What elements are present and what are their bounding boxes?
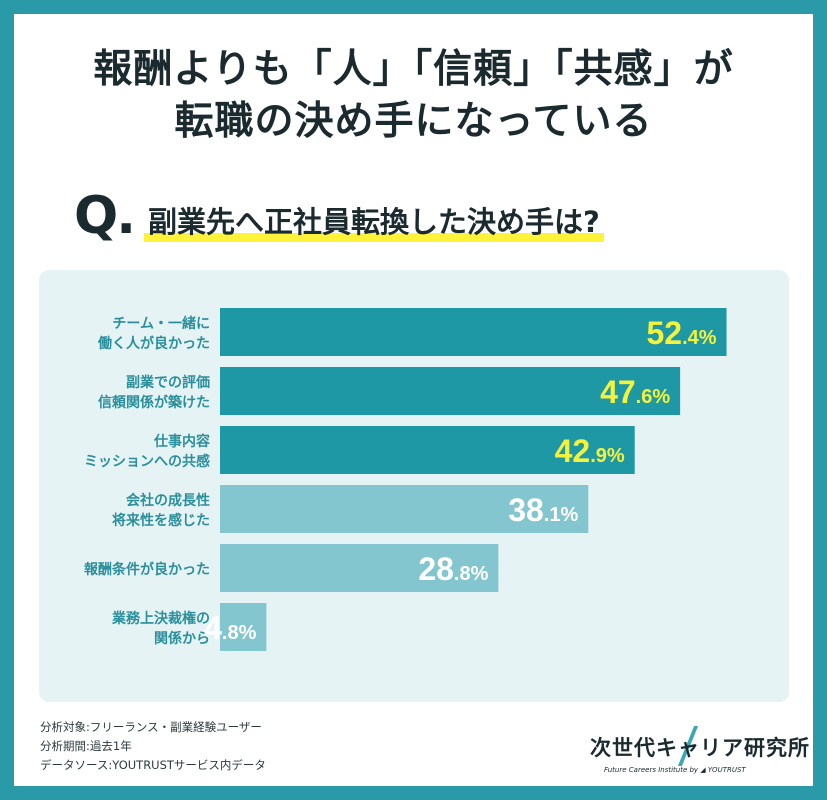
question: Q. 副業先へ正社員転換した決め手は? [74, 182, 604, 242]
category-label-1-1: 信頼関係が築けた [98, 394, 210, 411]
headline: 報酬よりも「人」「信頼」「共感」が 転職の決め手になっている [14, 44, 813, 148]
headline-line-1: 報酬よりも「人」「信頼」「共感」が [93, 47, 734, 92]
footnote-period: 分析期間:過去1年 [40, 739, 132, 753]
value-label-5: 4.8% [204, 610, 256, 646]
value-label-0: 52.4% [646, 315, 716, 351]
footnote-source: データソース:YOUTRUSTサービス内データ [40, 758, 266, 772]
category-label-0-0: チーム・一緒に [112, 315, 210, 332]
category-label-0-1: 働く人が良かった [97, 335, 210, 352]
bar-3 [220, 485, 589, 533]
bar-5 [220, 603, 267, 651]
value-label-3: 38.1% [508, 492, 578, 528]
category-label-3-0: 会社の成長性 [126, 492, 210, 509]
headline-line-2: 転職の決め手になっている [174, 99, 653, 144]
brand-name: 次世代キャリア研究所 [590, 736, 810, 760]
category-label-5-0: 業務上決裁権の [111, 610, 210, 627]
bar-2 [220, 426, 635, 474]
category-label-5-1: 関係から [154, 630, 210, 647]
value-label-1: 47.6% [600, 374, 670, 410]
category-label-2-1: ミッションへの共感 [84, 453, 210, 470]
question-mark: Q. [74, 186, 136, 246]
chart-panel: チーム・一緒に働く人が良かった 52.4% 副業での評価信頼関係が築けた 47.6% 仕… [39, 270, 789, 702]
infographic-card: 報酬よりも「人」「信頼」「共感」が 転職の決め手になっている Q. 副業先へ正社… [14, 14, 813, 786]
brand-subtitle: Future Careers Institute by ◢ YOUTRUST [604, 766, 746, 774]
footnotes: 分析対象:フリーランス・副業経験ユーザー 分析期間:過去1年 データソース:YO… [40, 718, 266, 775]
category-label-3-1: 将来性を感じた [112, 512, 210, 529]
bar-4 [220, 544, 499, 592]
value-label-2: 42.9% [555, 433, 625, 469]
footnote-target: 分析対象:フリーランス・副業経験ユーザー [40, 720, 262, 734]
brand-logo: 次世代キャリア研究所 Future Careers Institute by ◢… [590, 726, 809, 782]
category-label-2-0: 仕事内容 [153, 433, 210, 450]
value-label-4: 28.8% [418, 551, 488, 587]
bar-1 [220, 367, 681, 415]
bar-0 [220, 308, 727, 356]
category-label-1-0: 副業での評価 [126, 374, 210, 391]
question-text: 副業先へ正社員転換した決め手は? [143, 204, 604, 242]
category-label-4-0: 報酬条件が良かった [84, 561, 210, 578]
